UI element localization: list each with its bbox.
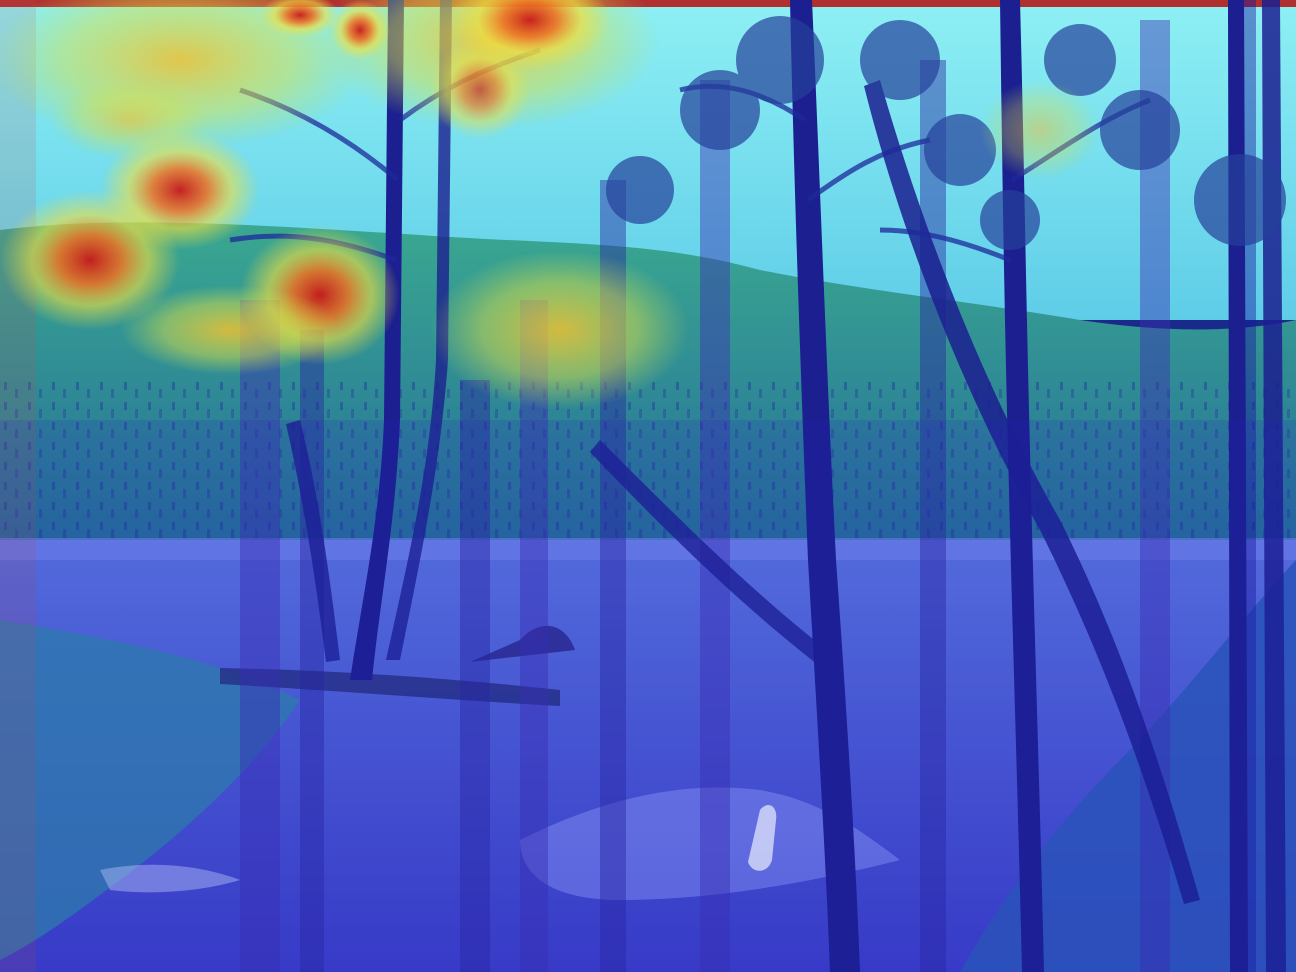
foreground-right-bank [960,560,1296,972]
water-reflection [520,787,900,900]
water-reflection [100,864,240,893]
white-bird [748,805,777,871]
foreground-left-bank [0,620,300,960]
tree-line-texture [0,380,1296,540]
foliage [606,16,1286,250]
top-border-strip [0,0,1296,7]
fallen-log [220,668,560,706]
stump [470,625,575,662]
heatmap-hotspots [0,0,1100,410]
heatmap-blue-wash [0,420,1296,972]
